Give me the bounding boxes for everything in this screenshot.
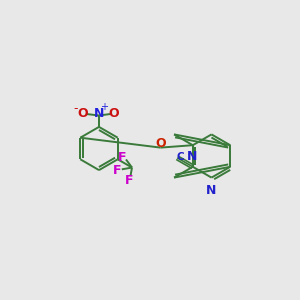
Text: F: F: [118, 151, 127, 164]
Text: -: -: [74, 102, 78, 115]
Text: O: O: [155, 137, 166, 150]
Text: O: O: [109, 106, 119, 120]
Text: F: F: [125, 174, 134, 187]
Text: N: N: [206, 184, 216, 196]
Text: C: C: [176, 152, 184, 162]
Text: N: N: [94, 106, 104, 120]
Text: N: N: [187, 150, 197, 164]
Text: +: +: [100, 102, 108, 112]
Text: F: F: [113, 164, 122, 177]
Text: O: O: [77, 106, 88, 120]
